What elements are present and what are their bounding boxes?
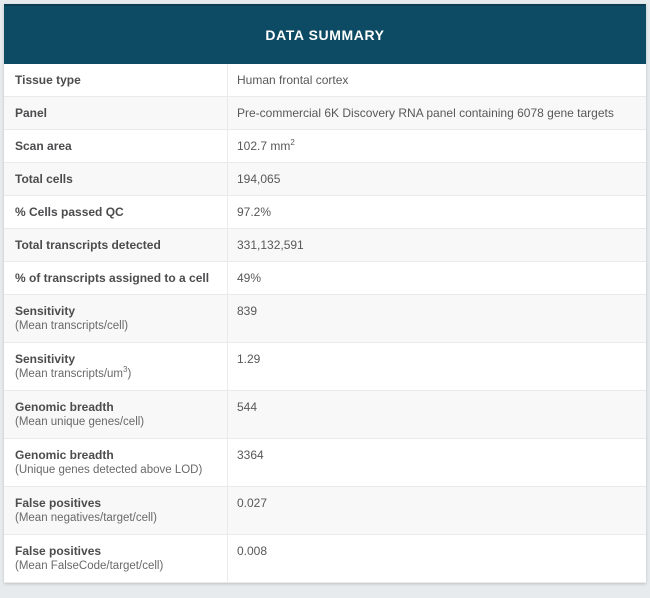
row-value-cell: 49% [228,262,646,294]
row-sublabel: (Unique genes detected above LOD) [15,464,203,476]
table-row: Tissue type Human frontal cortex [4,64,646,97]
row-value-cell: 3364 [228,439,646,486]
row-label-cell: Sensitivity (Mean transcripts/cell) [4,295,228,342]
row-value: 544 [237,400,258,414]
table-row: Genomic breadth (Mean unique genes/cell) 5… [4,391,646,439]
row-value-cell: 97.2% [228,196,646,228]
data-summary-card: DATA SUMMARY Tissue type Human frontal co… [4,4,646,583]
row-value: 1.29 [237,352,261,366]
row-value: Human frontal cortex [237,73,349,87]
row-label-cell: False positives (Mean FalseCode/target/ce… [4,535,228,582]
row-sublabel: (Mean negatives/target/cell) [15,512,157,524]
table-row: False positives (Mean FalseCode/target/ce… [4,535,646,583]
row-label-cell: Sensitivity (Mean transcripts/um3) [4,343,228,390]
table-row: Panel Pre-commercial 6K Discovery RNA pan… [4,97,646,130]
row-sublabel: (Mean transcripts/cell) [15,320,129,332]
row-value-cell: 194,065 [228,163,646,195]
row-label: Sensitivity [15,352,76,366]
table-row: Total transcripts detected 331,132,591 [4,229,646,262]
table-row: False positives (Mean negatives/target/ce… [4,487,646,535]
row-label: Genomic breadth [15,400,114,414]
table-title: DATA SUMMARY [265,27,385,43]
row-value-cell: 839 [228,295,646,342]
table-row: Sensitivity (Mean transcripts/um3) 1.29 [4,343,646,391]
row-value: Pre-commercial 6K Discovery RNA panel co… [237,106,614,120]
row-label: Tissue type [15,73,81,87]
row-label-cell: False positives (Mean negatives/target/ce… [4,487,228,534]
row-label-cell: Total transcripts detected [4,229,228,261]
row-label: % Cells passed QC [15,205,124,219]
row-value-cell: 544 [228,391,646,438]
row-label: Scan area [15,139,72,153]
row-label-cell: % Cells passed QC [4,196,228,228]
row-label: Panel [15,106,48,120]
row-value: 3364 [237,448,264,462]
row-label: % of transcripts assigned to a cell [15,271,210,285]
row-value-cell: 331,132,591 [228,229,646,261]
row-value: 102.7 mm2 [237,138,295,154]
row-label: Sensitivity [15,304,76,318]
row-label-cell: Scan area [4,130,228,162]
row-sublabel: (Mean FalseCode/target/cell) [15,560,164,572]
row-value: 49% [237,271,262,285]
table-row: Genomic breadth (Unique genes detected ab… [4,439,646,487]
row-sublabel: (Mean transcripts/um3) [15,365,132,380]
row-label-cell: Panel [4,97,228,129]
table-row: Scan area 102.7 mm2 [4,130,646,163]
row-label-cell: % of transcripts assigned to a cell [4,262,228,294]
table-row: % of transcripts assigned to a cell 49% [4,262,646,295]
row-value-cell: 0.008 [228,535,646,582]
row-value: 331,132,591 [237,238,304,252]
row-label-cell: Total cells [4,163,228,195]
row-label: False positives [15,496,102,510]
row-label: Total transcripts detected [15,238,161,252]
row-value: 0.027 [237,496,268,510]
row-value-cell: 1.29 [228,343,646,390]
row-sublabel: (Mean unique genes/cell) [15,416,145,428]
row-value: 839 [237,304,258,318]
row-label: Total cells [15,172,73,186]
row-value: 97.2% [237,205,272,219]
row-label-cell: Tissue type [4,64,228,96]
row-value-cell: 0.027 [228,487,646,534]
row-label-cell: Genomic breadth (Mean unique genes/cell) [4,391,228,438]
row-label: Genomic breadth [15,448,114,462]
table-body: Tissue type Human frontal cortex Panel Pre-… [4,64,646,583]
row-label: False positives [15,544,102,558]
row-label-cell: Genomic breadth (Unique genes detected ab… [4,439,228,486]
row-value: 0.008 [237,544,268,558]
row-value-cell: 102.7 mm2 [228,130,646,162]
row-value-cell: Pre-commercial 6K Discovery RNA panel co… [228,97,646,129]
table-header: DATA SUMMARY [4,4,646,64]
row-value-cell: Human frontal cortex [228,64,646,96]
table-row: Total cells 194,065 [4,163,646,196]
table-row: Sensitivity (Mean transcripts/cell) 839 [4,295,646,343]
row-value: 194,065 [237,172,281,186]
table-row: % Cells passed QC 97.2% [4,196,646,229]
